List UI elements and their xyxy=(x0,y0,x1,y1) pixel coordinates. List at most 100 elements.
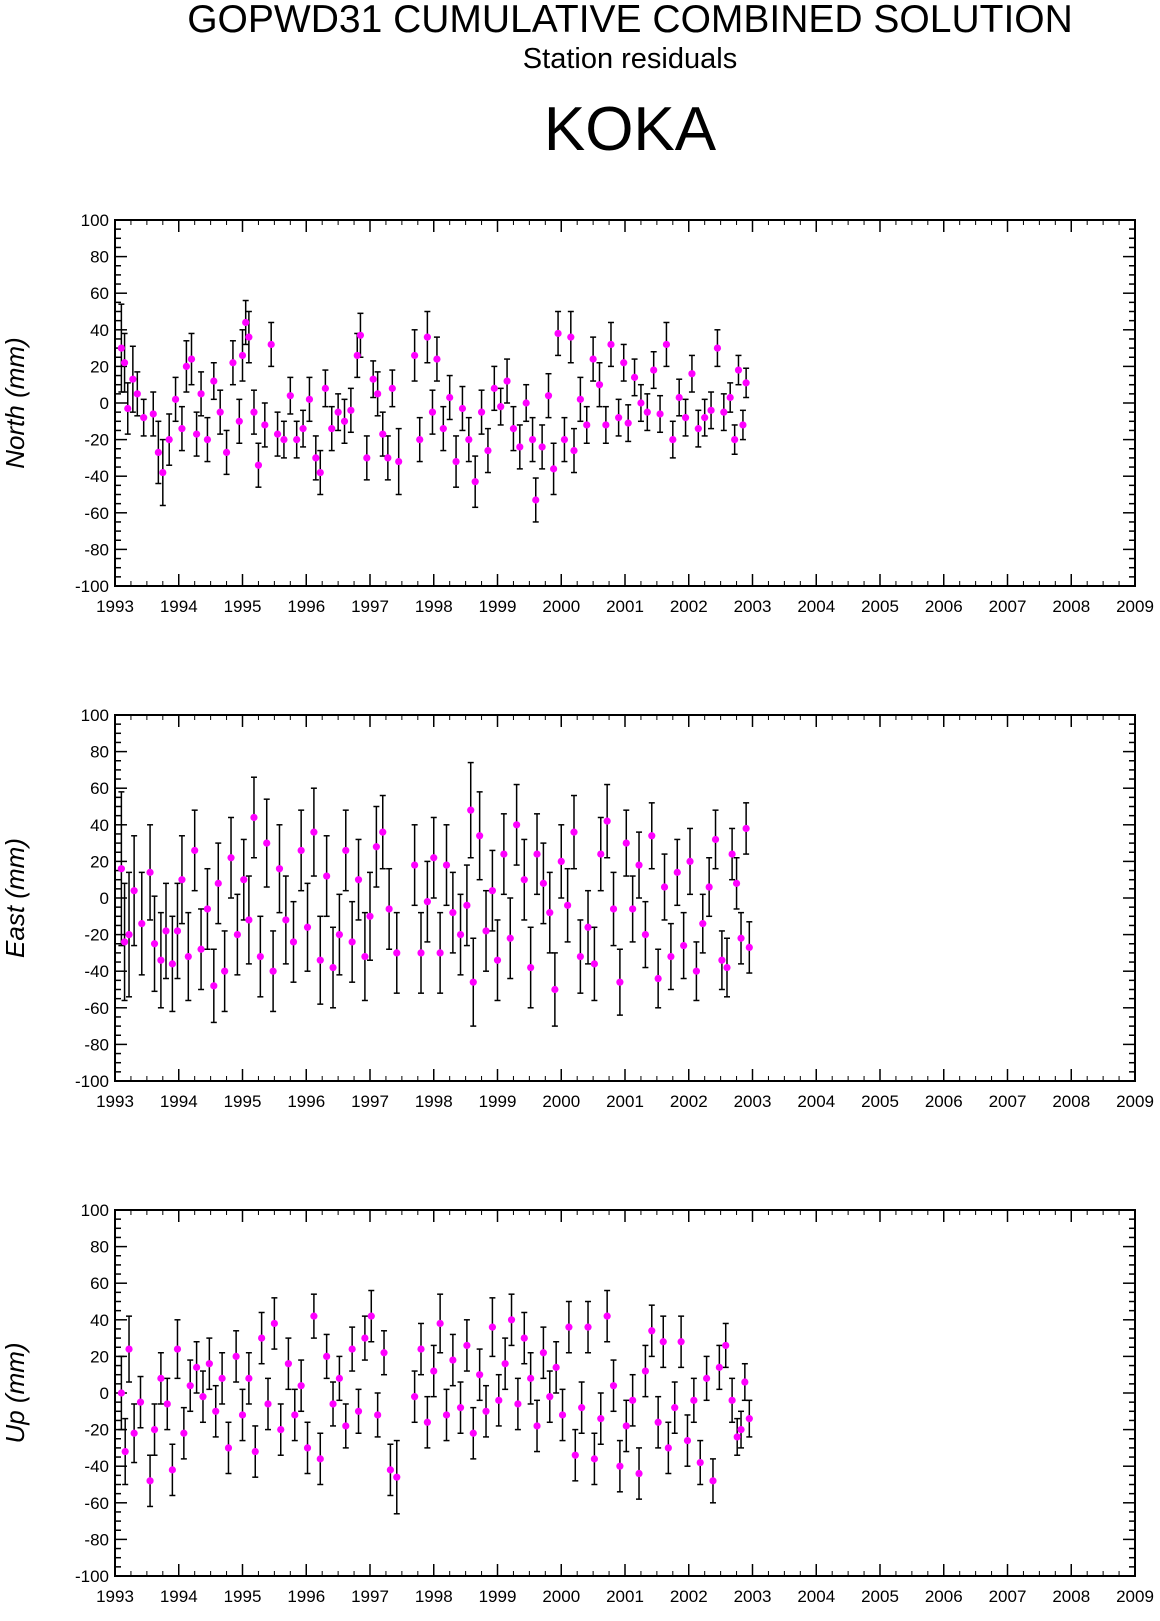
data-point xyxy=(745,1415,753,1423)
data-point xyxy=(367,1312,375,1320)
data-point xyxy=(423,1418,431,1426)
y-tick-label: -100 xyxy=(75,1567,109,1586)
y-tick-label: 20 xyxy=(90,357,109,376)
data-point xyxy=(293,436,301,444)
data-point xyxy=(659,1338,667,1346)
data-point xyxy=(731,436,739,444)
data-point xyxy=(191,846,199,855)
data-point xyxy=(374,390,382,398)
x-tick-label: 1998 xyxy=(415,1092,453,1111)
data-point xyxy=(347,406,355,414)
data-point xyxy=(328,425,336,433)
data-point xyxy=(696,1458,704,1467)
x-tick-label: 2005 xyxy=(861,1092,899,1111)
x-tick-label: 2001 xyxy=(606,597,644,616)
x-tick-label: 2009 xyxy=(1116,597,1154,616)
data-point xyxy=(728,850,736,858)
data-point xyxy=(465,436,473,444)
x-tick-label: 2004 xyxy=(797,597,835,616)
data-point xyxy=(705,883,713,891)
data-point xyxy=(197,945,205,953)
data-point xyxy=(117,1389,125,1397)
data-point xyxy=(433,355,441,363)
data-point xyxy=(275,865,284,873)
data-point xyxy=(722,1341,730,1350)
y-axis-label: Up (mm) xyxy=(0,1342,30,1443)
data-point xyxy=(348,1345,356,1353)
data-point xyxy=(393,949,401,957)
data-point xyxy=(250,813,258,822)
data-point xyxy=(590,1455,599,1463)
data-point xyxy=(533,1422,541,1430)
data-point xyxy=(603,1312,611,1320)
data-point xyxy=(527,963,535,972)
y-tick-label: -20 xyxy=(84,926,109,945)
data-point xyxy=(745,943,753,952)
data-point xyxy=(680,941,688,950)
data-point xyxy=(193,430,201,438)
data-point xyxy=(159,468,167,477)
data-point xyxy=(584,923,592,931)
data-point xyxy=(629,1396,637,1404)
data-point xyxy=(501,1360,509,1368)
data-point xyxy=(273,430,282,438)
data-point xyxy=(348,938,356,946)
data-point xyxy=(469,978,477,986)
data-point xyxy=(669,436,677,444)
y-tick-label: 20 xyxy=(90,852,109,871)
x-tick-label: 2006 xyxy=(925,1092,963,1111)
x-tick-label: 1998 xyxy=(415,1587,453,1606)
y-tick-label: 40 xyxy=(90,321,109,340)
data-point xyxy=(507,1316,516,1324)
data-point xyxy=(321,384,329,392)
data-point xyxy=(193,1363,201,1371)
data-point xyxy=(299,425,307,433)
data-point xyxy=(361,952,369,961)
data-point xyxy=(718,956,726,964)
data-point xyxy=(576,395,584,403)
data-point xyxy=(662,340,671,349)
data-point xyxy=(379,430,387,438)
x-tick-label: 2006 xyxy=(925,1587,963,1606)
data-point xyxy=(520,1334,528,1342)
x-tick-label: 2002 xyxy=(670,1587,708,1606)
x-tick-label: 1995 xyxy=(224,1092,262,1111)
data-point xyxy=(233,931,241,939)
data-point xyxy=(715,1363,723,1371)
y-tick-label: -40 xyxy=(84,962,109,981)
data-point xyxy=(476,832,484,840)
data-point xyxy=(369,375,377,383)
data-point xyxy=(522,399,530,407)
y-tick-label: -20 xyxy=(84,431,109,450)
data-point xyxy=(251,1447,259,1456)
data-point xyxy=(417,1345,425,1353)
y-tick-label: 0 xyxy=(100,394,109,413)
data-point xyxy=(329,963,337,972)
x-tick-label: 1998 xyxy=(415,597,453,616)
data-point xyxy=(654,1418,662,1426)
data-point xyxy=(178,425,186,433)
x-tick-label: 1999 xyxy=(479,597,517,616)
data-point xyxy=(258,1334,266,1342)
data-point xyxy=(546,1393,554,1401)
x-tick-label: 2006 xyxy=(925,597,963,616)
data-point xyxy=(648,832,656,840)
data-point xyxy=(384,454,392,462)
data-point xyxy=(656,410,664,418)
data-point xyxy=(650,366,658,374)
data-point xyxy=(222,448,231,457)
data-point xyxy=(497,403,505,411)
data-point xyxy=(129,375,137,383)
data-point xyxy=(199,1393,207,1401)
y-tick-label: 0 xyxy=(100,889,109,908)
y-tick-label: 40 xyxy=(90,816,109,835)
x-tick-label: 1996 xyxy=(287,1092,325,1111)
data-point xyxy=(449,909,457,917)
data-point xyxy=(353,351,361,360)
data-point xyxy=(186,1382,194,1390)
data-point xyxy=(361,1334,369,1342)
y-tick-label: -80 xyxy=(84,540,109,559)
data-point xyxy=(503,377,511,385)
x-tick-label: 2000 xyxy=(542,1092,580,1111)
data-point xyxy=(607,340,615,349)
